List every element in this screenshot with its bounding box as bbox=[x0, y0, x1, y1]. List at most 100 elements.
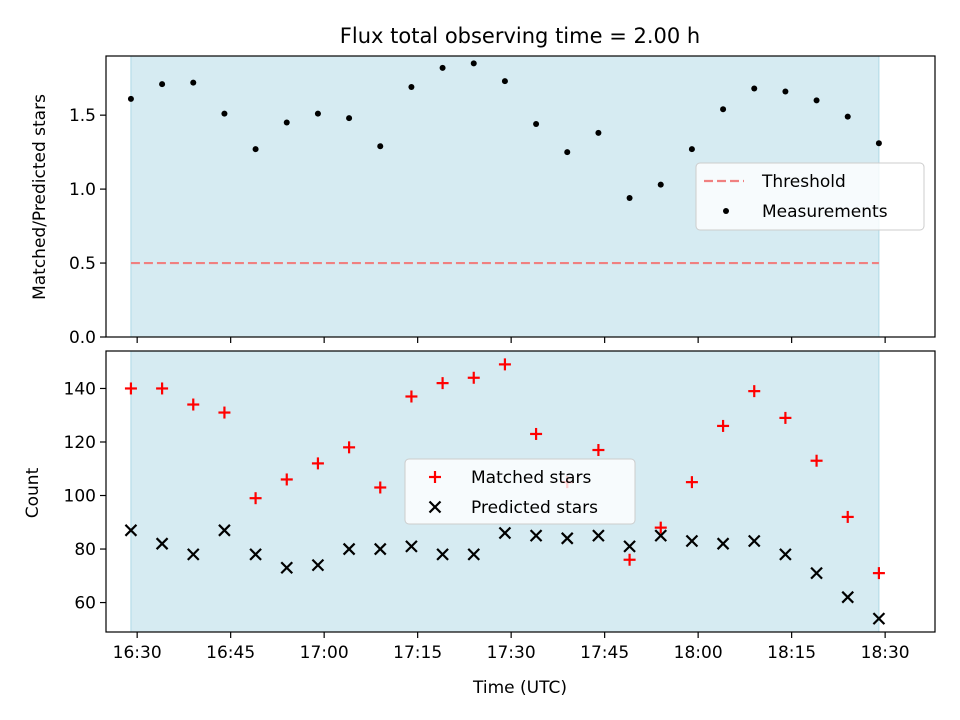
x-marker-b bbox=[841, 590, 855, 604]
legend-label: Predicted stars bbox=[471, 498, 598, 518]
matched-stars-point bbox=[530, 427, 543, 440]
matched-stars-point bbox=[810, 454, 823, 467]
measurement-point bbox=[127, 95, 134, 102]
y-tick-label: 80 bbox=[74, 540, 96, 560]
measurement-point bbox=[720, 106, 727, 113]
legend-box bbox=[695, 162, 925, 231]
x-marker-b bbox=[249, 548, 262, 561]
measurement-point bbox=[314, 110, 321, 117]
legend-box bbox=[404, 458, 636, 525]
x-marker-b bbox=[218, 524, 231, 537]
measurement-point bbox=[408, 84, 415, 91]
measurement-point bbox=[221, 110, 228, 117]
x-tick-label: 17:00 bbox=[300, 643, 349, 663]
x-tick-label: 17:30 bbox=[487, 643, 536, 663]
predicted-stars-point bbox=[623, 540, 636, 553]
x-marker-b bbox=[810, 566, 823, 580]
legend-label: Matched stars bbox=[471, 468, 591, 488]
measurement-point bbox=[377, 143, 384, 150]
x-marker-b bbox=[592, 529, 605, 542]
matched-stars-point bbox=[436, 377, 449, 390]
top-legend: Threshold Measurements bbox=[695, 162, 925, 231]
measurement-point bbox=[252, 146, 259, 153]
x-marker-b bbox=[685, 534, 699, 548]
matched-stars-point bbox=[748, 385, 761, 398]
predicted-stars-point bbox=[249, 548, 262, 561]
predicted-stars-point bbox=[280, 561, 294, 575]
y-tick-label: 1.0 bbox=[69, 180, 96, 200]
x-marker-b bbox=[124, 524, 138, 537]
measurement-point bbox=[470, 60, 477, 67]
matched-stars-point bbox=[156, 382, 169, 395]
predicted-stars-point bbox=[872, 612, 886, 625]
x-tick-label: 17:45 bbox=[580, 643, 629, 663]
predicted-stars-point bbox=[311, 558, 325, 572]
predicted-stars-point bbox=[654, 529, 668, 542]
x-tick-label: 18:15 bbox=[767, 643, 816, 663]
matched-stars-point bbox=[717, 419, 730, 432]
x-marker-b bbox=[654, 529, 668, 542]
matched-stars-point bbox=[311, 457, 324, 470]
matched-stars-point bbox=[841, 510, 854, 523]
x-marker-b bbox=[716, 537, 730, 550]
series-predicted-stars bbox=[124, 524, 886, 625]
x-marker-b bbox=[155, 537, 169, 550]
predicted-stars-point bbox=[405, 540, 418, 553]
x-tick-label: 16:30 bbox=[113, 643, 162, 663]
x-tick-label: 16:45 bbox=[206, 643, 255, 663]
series-measurements bbox=[127, 60, 882, 201]
bottom-y-axis-label: Count bbox=[23, 467, 43, 518]
measurement-point bbox=[782, 88, 789, 95]
legend-predicted-swatch-b bbox=[428, 500, 442, 514]
predicted-stars-point bbox=[779, 548, 792, 561]
matched-stars-point bbox=[343, 441, 356, 454]
measurement-point bbox=[688, 146, 695, 153]
measurement-point bbox=[346, 115, 353, 122]
matched-stars-point bbox=[187, 398, 200, 411]
legend-label: Threshold bbox=[761, 172, 846, 192]
x-marker-b bbox=[186, 548, 200, 561]
x-marker-b bbox=[436, 548, 449, 561]
y-tick-label: 120 bbox=[64, 433, 96, 453]
top-y-axis-label: Matched/Predicted stars bbox=[30, 94, 50, 300]
x-marker-b bbox=[311, 558, 325, 572]
x-marker-b bbox=[529, 529, 543, 542]
measurement-point bbox=[501, 78, 508, 85]
axes-frame bbox=[105, 350, 936, 633]
matched-stars-point bbox=[498, 358, 511, 371]
predicted-stars-point bbox=[560, 532, 574, 545]
predicted-stars-point bbox=[342, 542, 356, 556]
predicted-stars-point bbox=[436, 548, 449, 561]
predicted-stars-point bbox=[810, 566, 823, 580]
predicted-stars-point bbox=[841, 590, 855, 604]
axes-frame bbox=[105, 55, 936, 338]
measurement-point bbox=[564, 149, 571, 156]
x-tick-label: 18:00 bbox=[674, 643, 723, 663]
matched-stars-point bbox=[124, 382, 137, 395]
predicted-stars-point bbox=[155, 537, 169, 550]
predicted-stars-point bbox=[747, 534, 761, 548]
x-marker-b bbox=[405, 540, 418, 553]
matched-stars-point bbox=[467, 371, 480, 384]
predicted-stars-point bbox=[218, 524, 231, 537]
matched-stars-point bbox=[872, 567, 885, 580]
x-tick-label: 17:15 bbox=[393, 643, 442, 663]
measurement-point bbox=[439, 64, 446, 71]
measurement-point bbox=[813, 97, 820, 104]
x-marker-b bbox=[560, 532, 574, 545]
predicted-stars-point bbox=[186, 548, 200, 561]
matched-stars-point bbox=[654, 521, 667, 534]
y-tick-label: 60 bbox=[74, 594, 96, 614]
matched-stars-point bbox=[374, 481, 387, 494]
measurement-point bbox=[533, 121, 540, 128]
matched-stars-point bbox=[280, 473, 293, 486]
measurement-point bbox=[844, 113, 851, 120]
x-axis-label: Time (UTC) bbox=[472, 678, 567, 698]
x-marker-b bbox=[342, 542, 356, 556]
matched-stars-point bbox=[218, 406, 231, 419]
x-marker-b bbox=[467, 548, 481, 561]
x-marker-b bbox=[747, 534, 761, 548]
measurement-point bbox=[657, 181, 664, 188]
measurement-point bbox=[626, 194, 633, 201]
predicted-stars-point bbox=[592, 529, 605, 542]
